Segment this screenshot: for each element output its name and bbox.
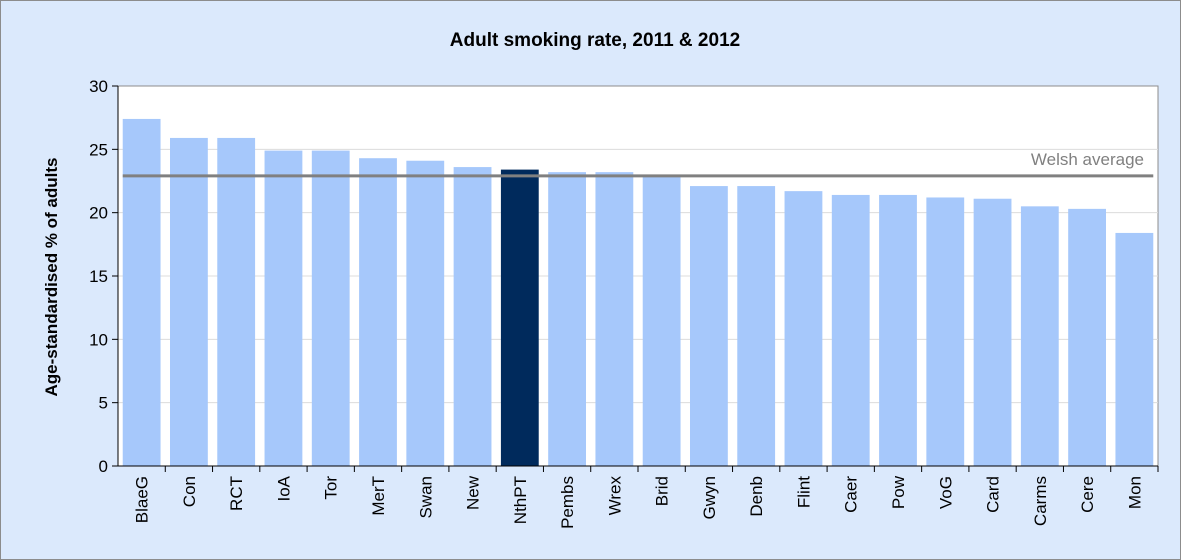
bar-tor [311,150,350,466]
x-ticks: BlaeG Con RCT IoA Tor MerT Swan New NthPT Pembs Wr… [133,466,1159,529]
x-tick-label: Con [180,476,199,507]
x-tick-label: Brid [653,476,672,506]
bar-carms [1020,206,1059,467]
x-tick-label: IoA [274,475,293,501]
x-tick-label: Caer [842,476,861,513]
x-tick-label: Swan [416,476,435,519]
bar-flint [784,191,823,466]
y-tick-label: 10 [89,330,108,349]
x-tick-label: Carms [1031,476,1050,526]
y-tick-label: 30 [89,77,108,96]
bar-cere [1068,208,1106,466]
x-tick-label: Pembs [558,476,577,529]
bar-blaeg [122,118,161,466]
bar-rct [217,137,256,466]
welsh-average: Welsh average [122,150,1154,178]
bar-card [973,198,1012,466]
x-tick-label: Mon [1125,476,1144,509]
bar-con [170,137,208,466]
bar-caer [831,194,870,466]
bar-pow [879,194,917,466]
y-tick-label: 15 [89,267,108,286]
y-ticks: 0 5 10 15 20 25 30 [89,77,118,476]
x-tick-label: Pow [889,475,908,509]
bar-mon [1115,232,1154,466]
x-tick-label: Wrex [605,476,624,516]
bar-gwyn [690,186,728,467]
chart-title: Adult smoking rate, 2011 & 2012 [450,30,740,51]
x-tick-label: BlaeG [133,476,152,523]
bar-denb [737,186,776,467]
bars [122,118,1154,467]
y-tick-label: 20 [89,204,108,223]
bar-pembs [548,172,586,466]
x-tick-label: Card [984,476,1003,513]
x-tick-label: VoG [936,476,955,509]
x-tick-label: RCT [227,476,246,511]
bar-vog [926,197,965,466]
bar-wrex [595,172,634,466]
x-tick-label: New [464,475,483,510]
bar-swan [406,160,445,466]
bar-ioa [264,150,303,466]
x-tick-label: MerT [369,476,388,516]
x-tick-label: NthPT [511,476,530,524]
welsh-average-label: Welsh average [1031,150,1144,169]
y-tick-label: 0 [99,457,108,476]
bar-new [453,167,492,467]
y-tick-label: 5 [99,394,108,413]
bar-brid [642,175,681,466]
bar-nthpt [500,169,539,466]
y-tick-label: 25 [89,140,108,159]
x-tick-label: Cere [1078,476,1097,513]
bar-mert [359,158,397,466]
x-tick-label: Gwyn [700,476,719,519]
x-tick-label: Tor [322,476,341,500]
x-tick-label: Flint [794,476,813,508]
y-axis-label: Age-standardised % of adults [42,158,61,397]
x-tick-label: Denb [747,476,766,517]
